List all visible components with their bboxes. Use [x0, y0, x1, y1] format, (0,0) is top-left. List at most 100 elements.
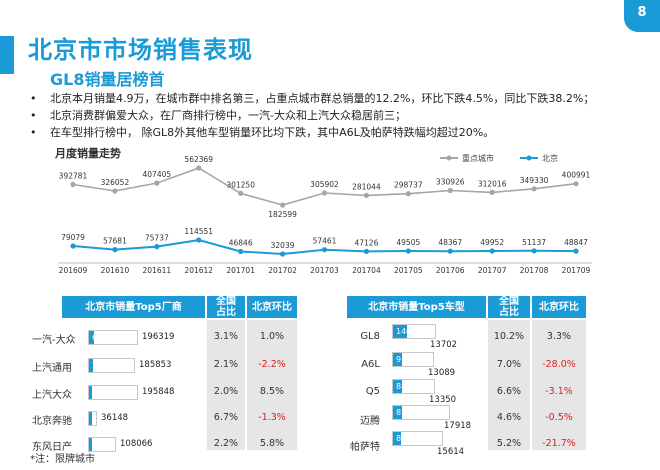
- monthly-sales-chart: 重点城市 北京 392781 326052 407405 562369 301250 1825…: [58, 153, 592, 275]
- data-point: [279, 202, 286, 208]
- beijing-bar: 821: [393, 406, 411, 419]
- x-tick-label: 201709: [562, 266, 591, 275]
- data-label: 32039: [271, 241, 295, 250]
- data-label: 182599: [268, 210, 297, 219]
- share-value: 2.2%: [213, 438, 239, 449]
- data-label: 330926: [436, 178, 465, 187]
- beijing-bar: 3889: [89, 386, 112, 399]
- row-label: 上汽大众: [32, 390, 72, 401]
- share-value: 10.2%: [493, 331, 525, 342]
- col-header-mom: 北京环比: [247, 296, 297, 318]
- mom-pane: [247, 320, 297, 450]
- row-label: 一汽-大众: [32, 335, 76, 346]
- share-value: 6.6%: [496, 386, 522, 397]
- data-label: 562369: [184, 155, 213, 164]
- data-label: 407405: [143, 170, 172, 179]
- data-label: 349330: [520, 176, 549, 185]
- chart-title: 月度销量走势: [55, 147, 121, 160]
- data-point: [279, 251, 286, 257]
- x-tick-label: 201609: [59, 266, 88, 275]
- national-bar: 2426: [88, 437, 116, 452]
- row-label: 北京奔驰: [32, 416, 72, 427]
- mom-value: 5.8%: [259, 438, 285, 449]
- data-point: [154, 180, 160, 186]
- beijing-bar: 1404: [393, 325, 416, 338]
- national-bar: 3889: [88, 385, 138, 400]
- row-label: 帕萨特: [350, 442, 380, 453]
- x-tick-label: 201706: [436, 266, 465, 275]
- bullet-dot: •: [30, 92, 37, 105]
- data-label: 114551: [184, 227, 213, 236]
- mom-value: -2.2%: [258, 359, 286, 370]
- data-label: 48847: [564, 238, 588, 247]
- national-value: 17918: [444, 421, 472, 431]
- bullet-text: 北京消费群偏爱大众，在厂商排行榜中，一汽-大众和上汽大众稳居前三；: [50, 109, 406, 122]
- data-point: [363, 248, 370, 254]
- beijing-bar: 808: [393, 432, 411, 445]
- mom-value: -28.0%: [542, 359, 576, 370]
- data-label: 49952: [480, 238, 504, 247]
- share-value: 3.1%: [213, 331, 239, 342]
- national-value: 185853: [139, 360, 172, 370]
- page-number-badge: 8: [624, 0, 660, 32]
- share-value: 4.6%: [496, 412, 522, 423]
- data-label: 51137: [522, 238, 546, 247]
- bullet-item: • 北京本月销量4.9万，在城市群中排名第三，占重点城市群总销量的12.2%，环比…: [30, 90, 650, 107]
- national-bar: 6089: [88, 330, 138, 345]
- data-point: [70, 181, 76, 188]
- data-point: [238, 190, 244, 196]
- x-tick-label: 201705: [394, 266, 423, 275]
- x-tick-label: 201704: [352, 266, 381, 275]
- x-tick-label: 201611: [143, 266, 172, 275]
- table-header: 北京市销量Top5车型: [347, 296, 486, 318]
- data-point: [363, 192, 370, 198]
- data-point: [531, 248, 537, 254]
- legend-marker: [526, 155, 532, 161]
- bullet-text: 在车型排行榜中， 除GL8外其他车型销量环比均下跌，其中A6L及帕萨特跌幅均超过…: [50, 126, 495, 139]
- data-label: 305902: [310, 180, 339, 189]
- legend-label: 重点城市: [462, 153, 494, 163]
- beijing-bar: 3960: [89, 359, 112, 372]
- data-point: [154, 244, 160, 250]
- mom-value: -3.1%: [545, 386, 573, 397]
- footnote: *注：限牌城市: [30, 454, 95, 465]
- beijing-bar: 914: [393, 353, 411, 366]
- data-point: [489, 248, 495, 254]
- mom-value: 1.0%: [259, 331, 285, 342]
- beijing-bar: 2426: [89, 438, 112, 451]
- row-label: Q5: [365, 386, 380, 397]
- x-tick-label: 201610: [101, 266, 130, 275]
- mom-pane: [532, 320, 586, 450]
- data-point: [238, 248, 244, 255]
- national-bar: 1404: [392, 324, 436, 339]
- bullet-dot: •: [30, 126, 37, 139]
- mom-value: -1.3%: [258, 412, 286, 423]
- data-point: [112, 188, 118, 194]
- data-point: [405, 191, 411, 197]
- share-value: 5.2%: [496, 438, 522, 449]
- data-label: 298737: [394, 181, 423, 190]
- share-value: 7.0%: [496, 359, 522, 370]
- beijing-bar: 883: [393, 380, 411, 393]
- national-value: 15614: [437, 447, 465, 457]
- national-bar: 2427: [88, 411, 112, 426]
- mom-value: 8.5%: [259, 386, 285, 397]
- share-pane: [207, 320, 245, 450]
- x-tick-label: 201701: [226, 266, 255, 275]
- national-value: 195848: [142, 387, 175, 397]
- national-bar: 883: [392, 379, 435, 394]
- national-value: 36148: [101, 413, 129, 423]
- data-label: 57461: [313, 237, 337, 246]
- data-label: 312016: [478, 179, 507, 188]
- data-point: [321, 190, 328, 196]
- data-label: 400991: [562, 171, 591, 180]
- col-header-share: 全国 占比: [207, 296, 245, 318]
- mom-value: -21.7%: [542, 438, 576, 449]
- bullet-item: • 在车型排行榜中， 除GL8外其他车型销量环比均下跌，其中A6L及帕萨特跌幅均超…: [30, 124, 650, 141]
- x-tick-label: 201703: [310, 266, 339, 275]
- data-point: [70, 243, 76, 249]
- data-label: 47126: [354, 238, 378, 247]
- national-bar: 3960: [88, 358, 135, 373]
- share-value: 2.1%: [213, 359, 239, 370]
- data-point: [489, 189, 495, 195]
